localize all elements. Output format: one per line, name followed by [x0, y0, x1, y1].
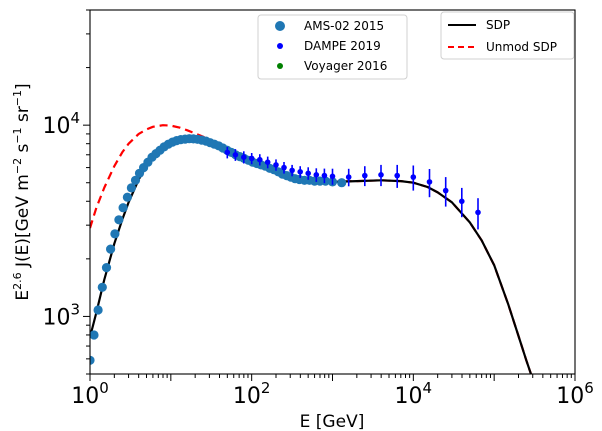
- dampe-point: [426, 179, 433, 185]
- ams-point: [114, 215, 124, 225]
- legend-label-dampe: DAMPE 2019: [304, 39, 381, 53]
- legend-marker-voyager: [277, 63, 283, 69]
- dampe-point: [305, 170, 312, 177]
- x-tick-label: 100: [71, 379, 109, 409]
- dampe-point: [329, 173, 336, 180]
- plot-area: [90, 124, 533, 374]
- legend-markers: AMS-02 2015 DAMPE 2019 Voyager 2016: [257, 14, 408, 80]
- x-tick-label: 104: [395, 379, 433, 409]
- dampe-point: [313, 172, 320, 178]
- x-axis-label: E [GeV]: [300, 412, 365, 431]
- dampe-point: [410, 174, 417, 180]
- dampe-point: [459, 198, 465, 205]
- dampe-point: [224, 149, 231, 156]
- dampe-point: [345, 174, 352, 180]
- legend-label-voyager: Voyager 2016: [304, 59, 387, 73]
- dampe-point: [378, 172, 384, 178]
- dampe-point: [273, 162, 279, 168]
- ams-point: [97, 282, 107, 292]
- y-tick-label: 103: [42, 300, 80, 330]
- ams-point: [90, 330, 99, 340]
- legend-marker-dampe: [277, 43, 283, 49]
- series-line-unmod-sdp: [90, 124, 533, 374]
- dampe-point: [394, 172, 401, 179]
- legend-lines: SDP Unmod SDP: [440, 11, 575, 60]
- plot-data-layer: [90, 124, 533, 374]
- legend-label-unmod-sdp: Unmod SDP: [486, 40, 557, 54]
- tick-layer: 100 102 104 106 103 104: [42, 9, 594, 409]
- dampe-point: [257, 156, 263, 163]
- ams-point: [122, 192, 132, 202]
- legend-label-sdp: SDP: [486, 18, 510, 32]
- dampe-point: [475, 209, 481, 216]
- ams-point: [93, 305, 103, 315]
- ams-point: [126, 183, 136, 193]
- ams-point: [110, 229, 120, 239]
- ams-point: [118, 203, 128, 213]
- dampe-point: [289, 167, 295, 174]
- dampe-point: [442, 187, 449, 194]
- ams-point: [101, 263, 112, 273]
- x-tick-label: 106: [556, 379, 594, 409]
- ams-point: [90, 355, 95, 365]
- legend-marker-ams: [275, 21, 285, 31]
- dampe-point: [232, 152, 239, 158]
- dampe-point: [321, 172, 328, 179]
- dampe-point: [297, 169, 304, 175]
- dampe-point: [241, 154, 247, 160]
- y-axis-label: E2.6 J(E)[GeV m−2 s−1 sr−1]: [11, 83, 33, 300]
- dampe-point: [281, 164, 287, 171]
- legend-label-ams: AMS-02 2015: [304, 19, 384, 33]
- ams-point: [106, 244, 116, 254]
- legend-lines-box: [440, 11, 575, 60]
- ams-point: [337, 178, 347, 188]
- ams-point: [130, 175, 141, 185]
- dampe-point: [362, 172, 368, 179]
- ams-point: [320, 176, 331, 186]
- dampe-point: [264, 159, 271, 165]
- dampe-point: [248, 155, 255, 162]
- legend-markers-box: [257, 14, 408, 80]
- x-tick-label: 102: [233, 379, 271, 409]
- y-tick-label: 104: [42, 109, 80, 139]
